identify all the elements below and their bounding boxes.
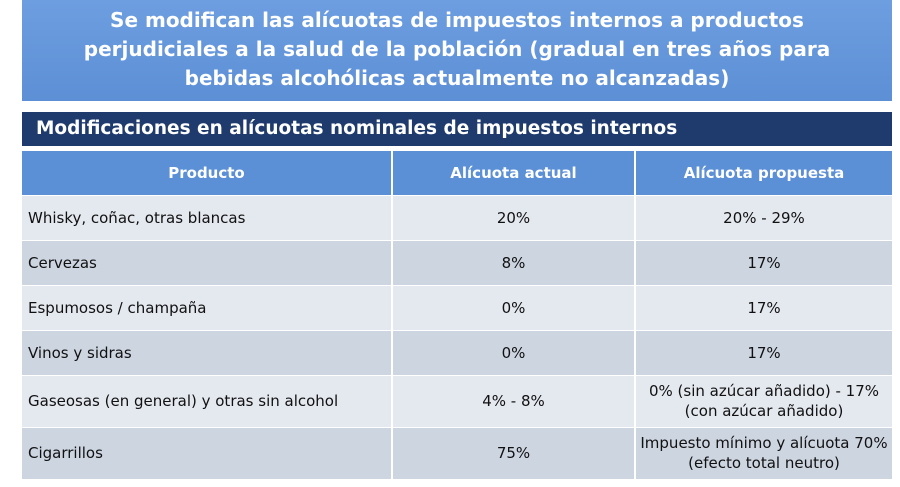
table-header-row: Producto Alícuota actual Alícuota propue…: [22, 151, 892, 195]
row-proposed-rate: 17%: [635, 329, 892, 375]
row-product: Espumosos / champaña: [22, 284, 393, 330]
table-row: Cervezas 8% 17%: [22, 239, 892, 285]
row-proposed-rate: 17%: [635, 284, 892, 330]
row-current-rate: 20%: [392, 194, 636, 240]
row-current-rate: 75%: [392, 426, 636, 479]
row-proposed-rate: 17%: [635, 239, 892, 285]
table-row: Cigarrillos 75% Impuesto mínimo y alícuo…: [22, 426, 892, 479]
tax-rates-table: Producto Alícuota actual Alícuota propue…: [22, 151, 892, 479]
row-current-rate: 4% - 8%: [392, 374, 636, 427]
row-product: Cigarrillos: [22, 426, 393, 479]
row-current-rate: 0%: [392, 284, 636, 330]
row-product: Whisky, coñac, otras blancas: [22, 194, 393, 240]
table-row: Whisky, coñac, otras blancas 20% 20% - 2…: [22, 194, 892, 240]
header-producto: Producto: [22, 151, 393, 195]
row-product: Gaseosas (en general) y otras sin alcoho…: [22, 374, 393, 427]
row-proposed-rate: Impuesto mínimo y alícuota 70% (efecto t…: [635, 426, 892, 479]
section-heading-text: Modificaciones en alícuotas nominales de…: [36, 118, 678, 139]
row-proposed-rate: 20% - 29%: [635, 194, 892, 240]
header-alicuota-actual: Alícuota actual: [392, 151, 636, 195]
table-section-heading: Modificaciones en alícuotas nominales de…: [22, 112, 892, 146]
row-proposed-rate: 0% (sin azúcar añadido) - 17% (con azúca…: [635, 374, 892, 427]
row-current-rate: 8%: [392, 239, 636, 285]
slide-title: Se modifican las alícuotas de impuestos …: [83, 8, 831, 90]
table-row: Gaseosas (en general) y otras sin alcoho…: [22, 374, 892, 427]
header-alicuota-propuesta: Alícuota propuesta: [635, 151, 892, 195]
row-current-rate: 0%: [392, 329, 636, 375]
table-row: Espumosos / champaña 0% 17%: [22, 284, 892, 330]
slide-title-banner: Se modifican las alícuotas de impuestos …: [22, 0, 892, 101]
row-product: Vinos y sidras: [22, 329, 393, 375]
row-product: Cervezas: [22, 239, 393, 285]
table-row: Vinos y sidras 0% 17%: [22, 329, 892, 375]
